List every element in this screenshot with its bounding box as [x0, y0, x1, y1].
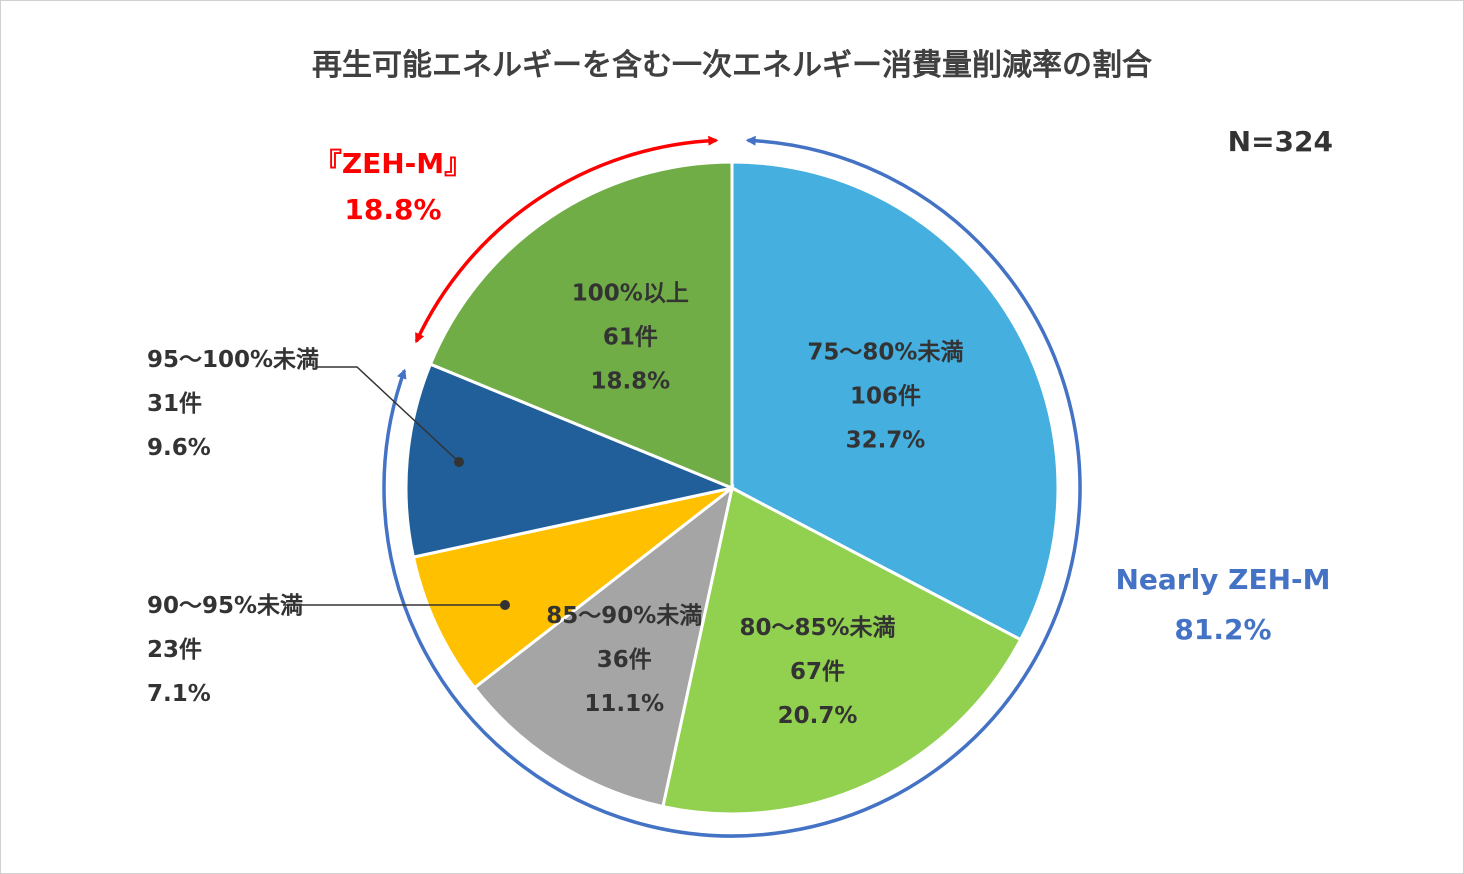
slice-category-label: 85～90%未満 — [546, 603, 702, 629]
slice-count-label: 67件 — [790, 659, 845, 685]
pie-slice — [730, 160, 1060, 642]
pie-slices — [404, 160, 1060, 816]
nearly-zeh-m-annotation-label: Nearly ZEH-M — [1115, 563, 1330, 596]
slice-percent-label: 18.8% — [590, 368, 670, 394]
slice-category-label: 100%以上 — [572, 280, 689, 306]
pie-slice — [411, 486, 733, 690]
slice-count-label: 106件 — [850, 383, 921, 409]
pie-slice — [472, 484, 735, 809]
slice-percent-label: 7.1% — [147, 681, 211, 707]
zeh-m-annotation-value: 18.8% — [344, 193, 441, 226]
slice-category-label: 90～95%未満 — [147, 593, 303, 619]
sample-size-label: N=324 — [1228, 125, 1333, 158]
zeh-m-annotation-label: 『ZEH-M』 — [314, 147, 472, 180]
slice-percent-label: 20.7% — [778, 703, 858, 729]
slice-count-label: 36件 — [597, 647, 652, 673]
slice-category-label: 95～100%未満 — [147, 347, 319, 373]
slice-category-label: 80～85%未満 — [739, 615, 895, 641]
slice-count-label: 31件 — [147, 391, 202, 417]
slice-labels: 75～80%未満 106件 32.7% 80～85%未満 67件 20.7% 85～90%未… — [147, 280, 963, 729]
leader-dot — [500, 600, 510, 610]
slice-count-label: 61件 — [603, 324, 658, 350]
slice-percent-label: 11.1% — [584, 691, 664, 717]
nearly-zeh-m-range-arc — [382, 135, 1082, 838]
slice-count-label: 23件 — [147, 637, 202, 663]
slice-category-label: 75～80%未満 — [807, 339, 963, 365]
leader-dot — [454, 457, 464, 467]
slice-percent-label: 32.7% — [846, 427, 926, 453]
nearly-zeh-m-annotation-value: 81.2% — [1174, 613, 1271, 646]
chart-title: 再生可能エネルギーを含む一次エネルギー消費量削減率の割合 — [312, 48, 1152, 83]
slice-percent-label: 9.6% — [147, 435, 211, 461]
pie-slice — [661, 485, 1023, 816]
leader-line — [317, 366, 460, 463]
